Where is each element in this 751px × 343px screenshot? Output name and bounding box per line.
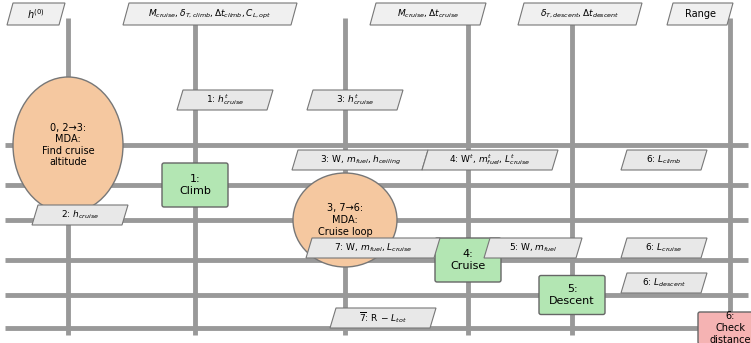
Text: $M_{cruise}, \delta_{T,climb}, \Delta t_{climb}, C_{L,opt}$: $M_{cruise}, \delta_{T,climb}, \Delta t_…	[148, 8, 272, 21]
Text: 0, 2→3:
MDA:
Find cruise
altitude: 0, 2→3: MDA: Find cruise altitude	[42, 122, 95, 167]
Text: 5:
Descent: 5: Descent	[549, 284, 595, 306]
Text: 4:
Cruise: 4: Cruise	[451, 249, 486, 271]
Text: 6: $L_{descent}$: 6: $L_{descent}$	[642, 277, 686, 289]
Text: 6: $L_{climb}$: 6: $L_{climb}$	[647, 154, 682, 166]
Text: 3, 7→6:
MDA:
Cruise loop: 3, 7→6: MDA: Cruise loop	[318, 203, 372, 237]
FancyBboxPatch shape	[698, 312, 751, 343]
FancyBboxPatch shape	[539, 275, 605, 315]
Polygon shape	[32, 205, 128, 225]
Polygon shape	[370, 3, 486, 25]
Text: 5: W, $m_{fuel}$: 5: W, $m_{fuel}$	[508, 242, 557, 254]
Text: 6: $L_{cruise}$: 6: $L_{cruise}$	[645, 242, 683, 254]
Polygon shape	[667, 3, 733, 25]
Polygon shape	[292, 150, 428, 170]
Polygon shape	[518, 3, 642, 25]
FancyBboxPatch shape	[435, 238, 501, 282]
Text: 1: $h^t_{cruise}$: 1: $h^t_{cruise}$	[206, 93, 244, 107]
Polygon shape	[621, 273, 707, 293]
Polygon shape	[306, 238, 440, 258]
Text: 3: W, $m_{fuel}$, $h_{ceiling}$: 3: W, $m_{fuel}$, $h_{ceiling}$	[319, 153, 400, 167]
Text: 4: W$^t$, $m^t_{fuel}$, $L^t_{cruise}$: 4: W$^t$, $m^t_{fuel}$, $L^t_{cruise}$	[449, 153, 531, 167]
Polygon shape	[307, 90, 403, 110]
Text: 6:
Check
distance: 6: Check distance	[709, 311, 751, 343]
Text: 1:
Climb: 1: Climb	[179, 174, 211, 196]
Ellipse shape	[13, 77, 123, 213]
Polygon shape	[177, 90, 273, 110]
Text: $M_{cruise}, \Delta t_{cruise}$: $M_{cruise}, \Delta t_{cruise}$	[397, 8, 459, 20]
Text: $h^{(0)}$: $h^{(0)}$	[27, 7, 45, 21]
Polygon shape	[422, 150, 558, 170]
Polygon shape	[621, 150, 707, 170]
Text: Range: Range	[684, 9, 716, 19]
Polygon shape	[484, 238, 582, 258]
Polygon shape	[330, 308, 436, 328]
Text: 7: W, $m_{fuel}$, $L_{cruise}$: 7: W, $m_{fuel}$, $L_{cruise}$	[333, 242, 412, 254]
Polygon shape	[123, 3, 297, 25]
Polygon shape	[7, 3, 65, 25]
Text: $\overline{7}$: R $\!-\!$ $L_{tot}$: $\overline{7}$: R $\!-\!$ $L_{tot}$	[359, 311, 407, 326]
FancyBboxPatch shape	[162, 163, 228, 207]
Text: 3: $h^t_{cruise}$: 3: $h^t_{cruise}$	[336, 93, 374, 107]
Ellipse shape	[293, 173, 397, 267]
Text: 2: $h_{cruise}$: 2: $h_{cruise}$	[61, 209, 99, 221]
Text: $\delta_{T,descent}, \Delta t_{descent}$: $\delta_{T,descent}, \Delta t_{descent}$	[541, 8, 620, 20]
Polygon shape	[621, 238, 707, 258]
